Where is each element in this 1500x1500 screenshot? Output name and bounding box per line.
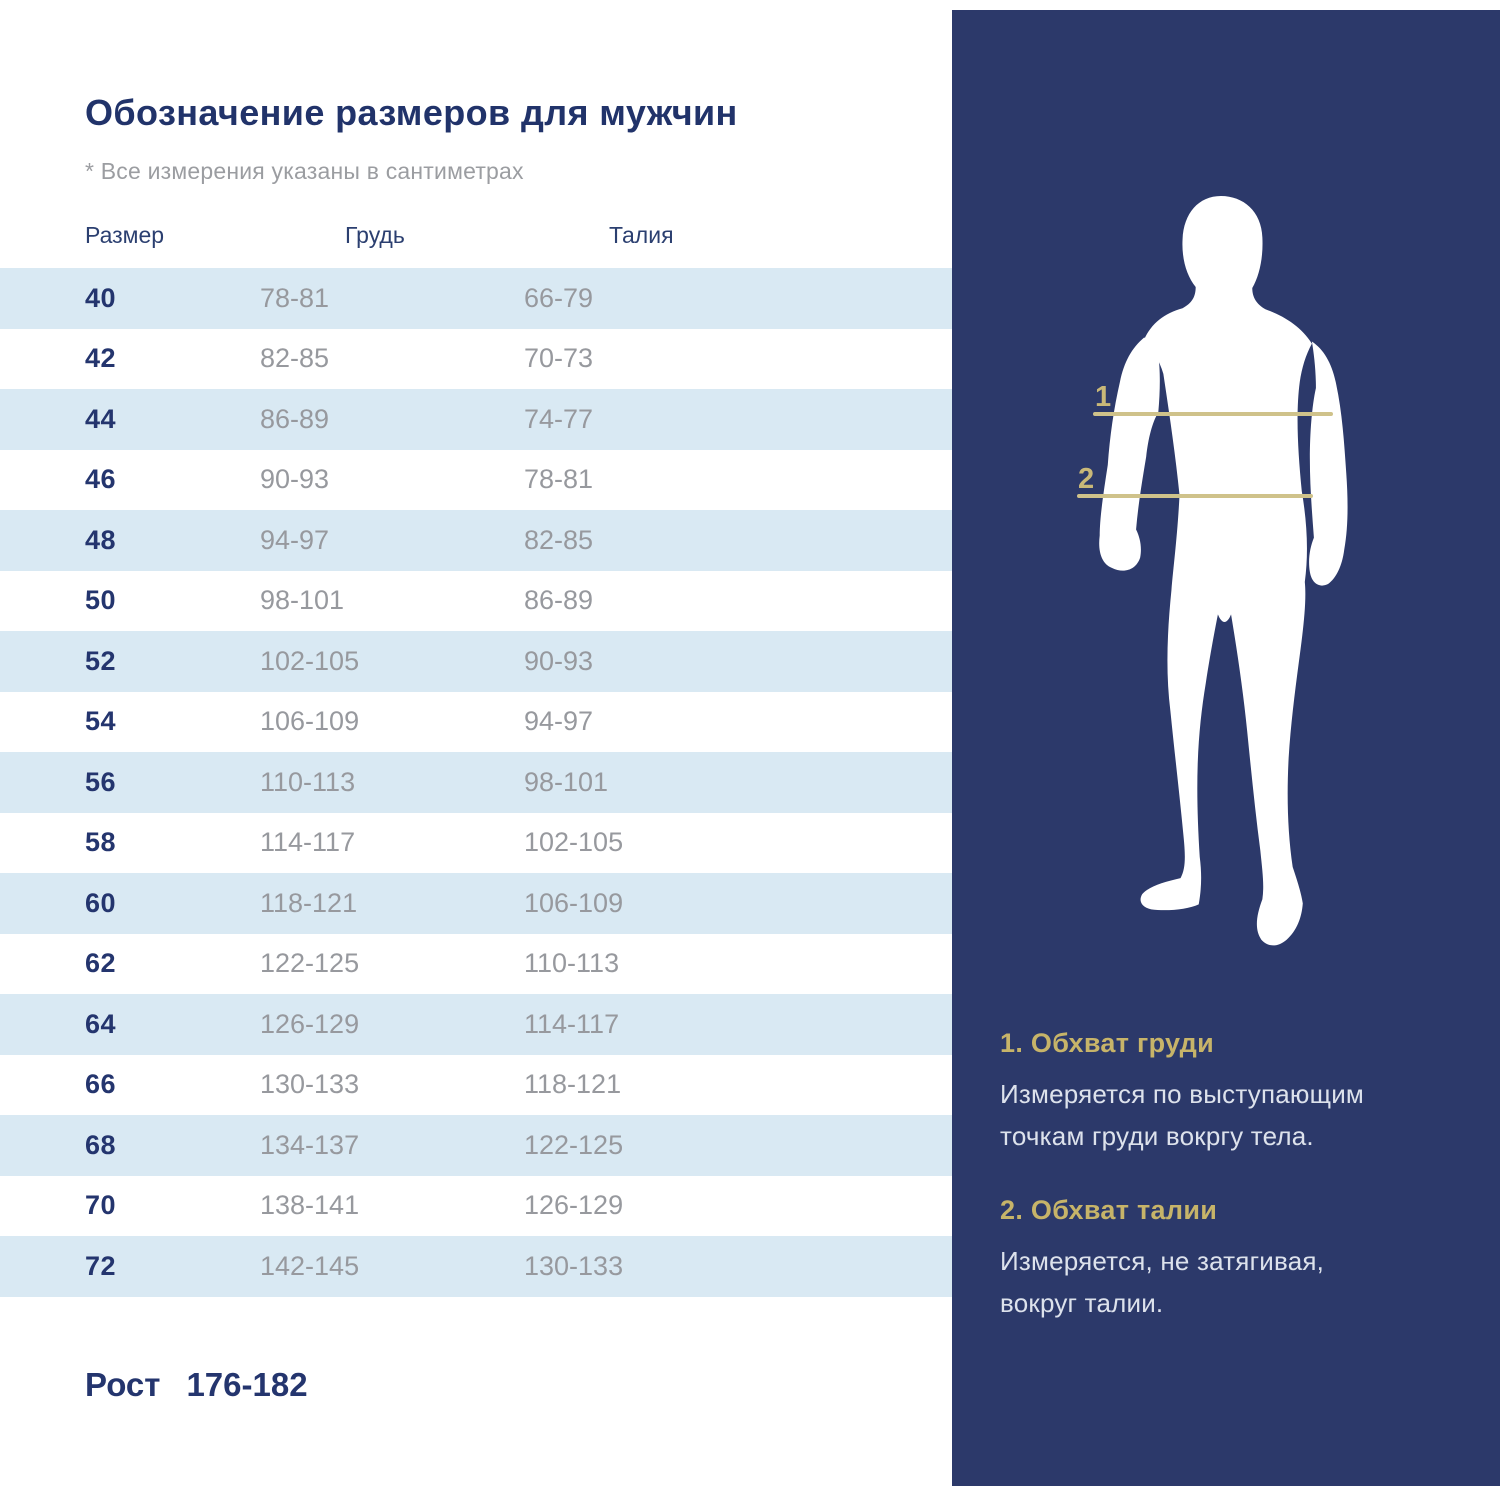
size-cell: 66 <box>85 1069 117 1100</box>
table-row: 68 134-137 122-125 <box>0 1115 952 1176</box>
table-row: 64 126-129 114-117 <box>0 994 952 1055</box>
page-title: Обозначение размеров для мужчин <box>85 92 738 133</box>
size-cell: 40 <box>85 282 117 313</box>
chest-cell: 126-129 <box>260 1008 360 1039</box>
size-cell: 56 <box>85 766 117 797</box>
size-cell: 58 <box>85 827 117 858</box>
waist-cell: 130-133 <box>524 1250 624 1281</box>
table-row: 60 118-121 106-109 <box>0 873 952 934</box>
size-cell: 44 <box>85 403 117 434</box>
table-row: 52 102-105 90-93 <box>0 631 952 692</box>
units-note: * Все измерения указаны в сантиметрах <box>85 158 524 184</box>
chest-cell: 118-121 <box>260 887 358 918</box>
size-cell: 54 <box>85 706 117 737</box>
header-chest: Грудь <box>345 222 405 248</box>
size-cell: 42 <box>85 343 117 374</box>
chest-cell: 86-89 <box>260 403 330 434</box>
man-silhouette-image <box>1099 196 1348 946</box>
waist-cell: 102-105 <box>524 827 624 858</box>
waist-cell: 122-125 <box>524 1129 624 1160</box>
table-row: 54 106-109 94-97 <box>0 691 952 752</box>
table-row: 42 82-85 70-73 <box>0 328 952 389</box>
waist-cell: 110-113 <box>524 948 620 979</box>
chest-measure-line <box>1093 412 1333 416</box>
chest-cell: 122-125 <box>260 948 360 979</box>
size-cell: 46 <box>85 464 117 495</box>
waist-cell: 118-121 <box>524 1069 622 1100</box>
chest-cell: 134-137 <box>260 1129 360 1160</box>
waist-cell: 70-73 <box>524 343 594 374</box>
chest-cell: 82-85 <box>260 343 330 374</box>
waist-cell: 98-101 <box>524 766 609 797</box>
size-table-body: 40 78-81 66-79 42 82-85 70-73 44 86-89 74-77 46 90… <box>0 268 952 1297</box>
waist-measure-line <box>1077 494 1313 498</box>
chest-cell: 102-105 <box>260 645 360 676</box>
table-row: 50 98-101 86-89 <box>0 570 952 631</box>
measurement-panel: 1 2 1. Обхват груди Измеряется по выступ… <box>952 10 1500 1486</box>
waist-cell: 78-81 <box>524 464 594 495</box>
table-row: 40 78-81 66-79 <box>0 268 952 329</box>
size-cell: 52 <box>85 645 117 676</box>
size-cell: 68 <box>85 1129 117 1160</box>
waist-cell: 82-85 <box>524 524 594 555</box>
table-row: 62 122-125 110-113 <box>0 933 952 994</box>
waist-marker-number: 2 <box>1078 463 1095 495</box>
table-header-row: Размер Грудь Талия <box>0 222 952 262</box>
waist-legend-heading: 2. Обхват талии <box>1000 1195 1218 1226</box>
waist-cell: 66-79 <box>524 282 594 313</box>
waist-cell: 86-89 <box>524 585 594 616</box>
measurement-legend: 1. Обхват груди Измеряется по выступающи… <box>1000 1028 1450 1362</box>
waist-cell: 94-97 <box>524 706 594 737</box>
table-row: 48 94-97 82-85 <box>0 510 952 571</box>
height-row: Рост 176-182 <box>85 1366 308 1404</box>
chest-cell: 110-113 <box>260 766 356 797</box>
size-cell: 70 <box>85 1190 117 1221</box>
waist-cell: 106-109 <box>524 887 624 918</box>
chest-legend-heading: 1. Обхват груди <box>1000 1028 1214 1058</box>
chest-cell: 78-81 <box>260 282 330 313</box>
chest-cell: 94-97 <box>260 524 330 555</box>
waist-cell: 74-77 <box>524 403 594 434</box>
chest-cell: 90-93 <box>260 464 330 495</box>
chest-legend-text: Измеряется по выступающим точкам груди в… <box>1000 1079 1364 1152</box>
size-cell: 62 <box>85 948 117 979</box>
chest-cell: 142-145 <box>260 1250 360 1281</box>
height-value: 176-182 <box>186 1366 308 1403</box>
table-row: 70 138-141 126-129 <box>0 1175 952 1236</box>
chest-cell: 114-117 <box>260 827 356 858</box>
size-cell: 64 <box>85 1008 117 1039</box>
chest-cell: 130-133 <box>260 1069 360 1100</box>
table-row: 72 142-145 130-133 <box>0 1236 952 1297</box>
table-row: 56 110-113 98-101 <box>0 752 952 813</box>
size-cell: 72 <box>85 1250 117 1281</box>
size-cell: 60 <box>85 887 117 918</box>
waist-cell: 114-117 <box>524 1008 620 1039</box>
header-size: Размер <box>85 222 165 248</box>
size-cell: 50 <box>85 585 117 616</box>
waist-cell: 90-93 <box>524 645 594 676</box>
header-waist: Талия <box>609 222 674 248</box>
waist-cell: 126-129 <box>524 1190 624 1221</box>
chest-marker-number: 1 <box>1095 381 1112 413</box>
chest-cell: 106-109 <box>260 706 360 737</box>
chest-cell: 138-141 <box>260 1190 360 1221</box>
size-cell: 48 <box>85 524 117 555</box>
chest-cell: 98-101 <box>260 585 345 616</box>
table-row: 46 90-93 78-81 <box>0 449 952 510</box>
table-row: 66 130-133 118-121 <box>0 1054 952 1115</box>
height-label: Рост <box>85 1366 161 1403</box>
waist-legend-text: Измеряется, не затягивая, вокруг талии. <box>1000 1246 1325 1319</box>
table-row: 44 86-89 74-77 <box>0 389 952 450</box>
table-row: 58 114-117 102-105 <box>0 812 952 873</box>
